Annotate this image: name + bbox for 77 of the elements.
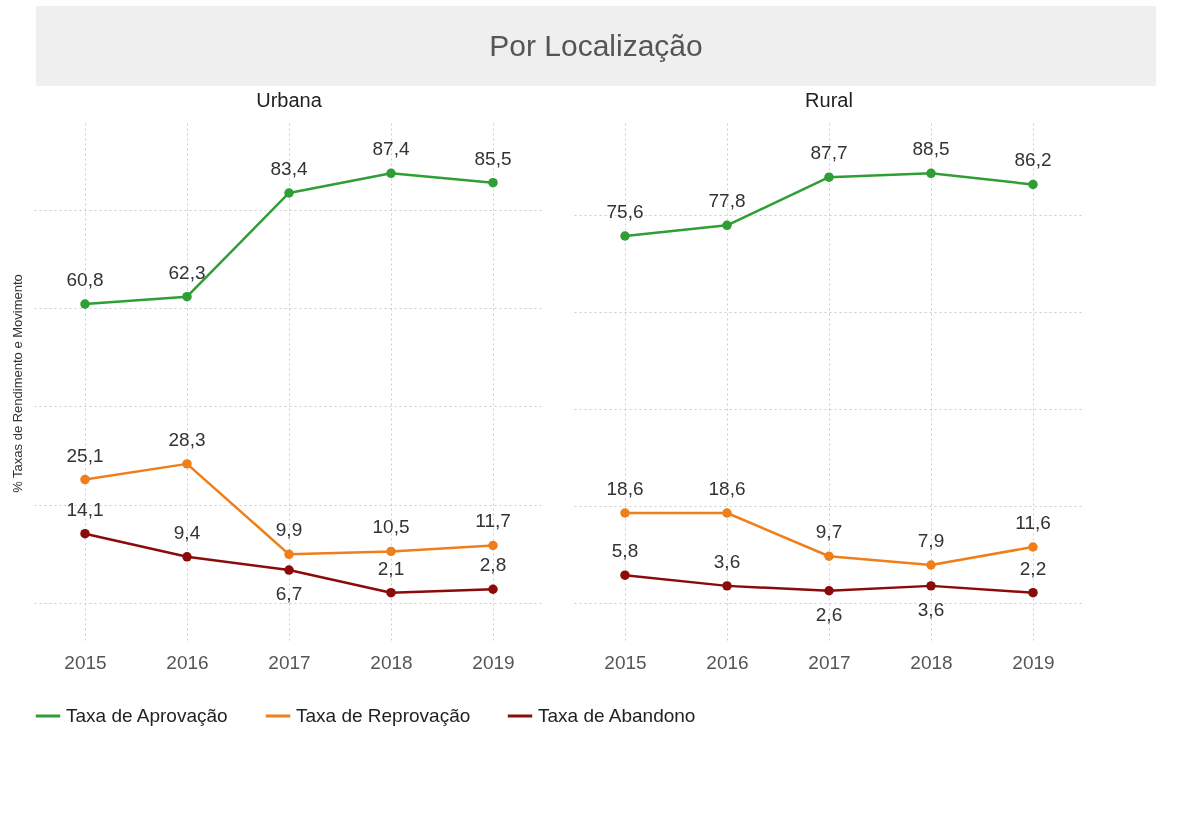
point	[80, 474, 90, 485]
data-label: 7,9	[917, 529, 945, 551]
point	[824, 172, 834, 182]
x-tick-label: 2017	[268, 651, 311, 673]
point	[488, 584, 498, 594]
point	[620, 508, 630, 518]
data-label: 86,2	[1014, 149, 1052, 171]
data-label: 77,8	[708, 190, 746, 212]
point	[488, 540, 498, 551]
data-label: 11,7	[475, 510, 511, 532]
data-label: 75,6	[606, 201, 644, 223]
point	[1028, 587, 1038, 598]
data-label: 18,6	[606, 477, 644, 499]
data-label: 62,3	[168, 261, 206, 283]
data-label: 6,7	[275, 583, 303, 605]
chart-title: Por Localização	[36, 6, 1156, 86]
data-label: 85,5	[474, 147, 512, 169]
point	[386, 168, 396, 179]
point	[284, 188, 294, 198]
point	[1028, 179, 1038, 190]
chart-subtitle: Rural	[805, 89, 853, 111]
x-tick-label: 2016	[166, 651, 209, 673]
point	[722, 508, 732, 518]
legend-label: Taxa de Abandono	[538, 705, 696, 726]
point	[926, 560, 936, 570]
x-tick-label: 2016	[706, 651, 749, 673]
data-label: 14,1	[66, 498, 104, 520]
data-label: 83,4	[270, 157, 308, 179]
point	[386, 546, 396, 557]
point	[722, 581, 732, 591]
point	[824, 551, 834, 561]
x-tick-label: 2019	[472, 651, 515, 673]
y-axis-title: % Taxas de Rendimento e Movimento	[9, 274, 25, 493]
data-label: 5,8	[611, 540, 639, 562]
point	[80, 299, 90, 309]
data-label: 2,8	[479, 554, 507, 576]
x-tick-label: 2018	[370, 651, 413, 673]
data-label: 87,4	[372, 138, 410, 160]
chart-subtitle: Urbana	[256, 89, 323, 111]
point	[620, 231, 630, 241]
data-label: 88,5	[912, 138, 950, 160]
x-tick-label: 2015	[64, 651, 107, 673]
data-label: 9,7	[815, 521, 843, 543]
point	[722, 220, 732, 231]
data-label: 3,6	[917, 598, 945, 620]
point	[284, 549, 294, 560]
point	[620, 570, 630, 580]
point	[182, 291, 192, 302]
data-label: 18,6	[708, 477, 746, 499]
data-label: 3,6	[713, 550, 741, 572]
data-label: 10,5	[372, 516, 410, 538]
data-label: 2,6	[815, 603, 843, 625]
legend-label: Taxa de Reprovação	[296, 705, 471, 726]
point	[1028, 542, 1038, 552]
point	[80, 528, 90, 539]
x-tick-label: 2018	[910, 651, 953, 673]
data-label: 87,7	[810, 142, 848, 164]
x-tick-label: 2015	[604, 651, 647, 673]
x-tick-label: 2017	[808, 651, 851, 673]
data-label: 9,4	[173, 521, 201, 543]
data-label: 28,3	[168, 428, 206, 450]
legend-label: Taxa de Aprovação	[66, 705, 228, 726]
data-label: 2,2	[1019, 557, 1047, 579]
data-label: 60,8	[66, 269, 104, 291]
data-label: 2,1	[377, 557, 405, 579]
x-tick-label: 2019	[1012, 651, 1055, 673]
point	[926, 168, 936, 179]
point	[488, 177, 498, 188]
data-label: 25,1	[66, 444, 104, 466]
point	[926, 581, 936, 591]
point	[182, 552, 192, 562]
data-label: 9,9	[275, 519, 303, 541]
point	[284, 565, 294, 575]
point	[386, 587, 396, 598]
point	[182, 459, 192, 469]
point	[824, 586, 834, 596]
data-label: 11,6	[1015, 512, 1051, 533]
